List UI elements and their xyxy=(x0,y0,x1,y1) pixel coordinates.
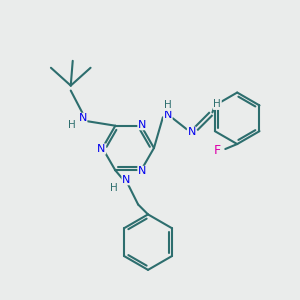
Text: F: F xyxy=(214,143,221,157)
Text: N: N xyxy=(97,144,106,154)
Text: H: H xyxy=(164,100,172,110)
Text: H: H xyxy=(68,120,76,130)
Text: N: N xyxy=(78,113,87,123)
Text: N: N xyxy=(188,127,196,137)
Text: N: N xyxy=(138,120,146,130)
Text: H: H xyxy=(214,99,221,110)
Text: N: N xyxy=(138,166,146,176)
Text: H: H xyxy=(110,183,118,193)
Text: N: N xyxy=(122,175,130,185)
Text: N: N xyxy=(164,110,172,120)
